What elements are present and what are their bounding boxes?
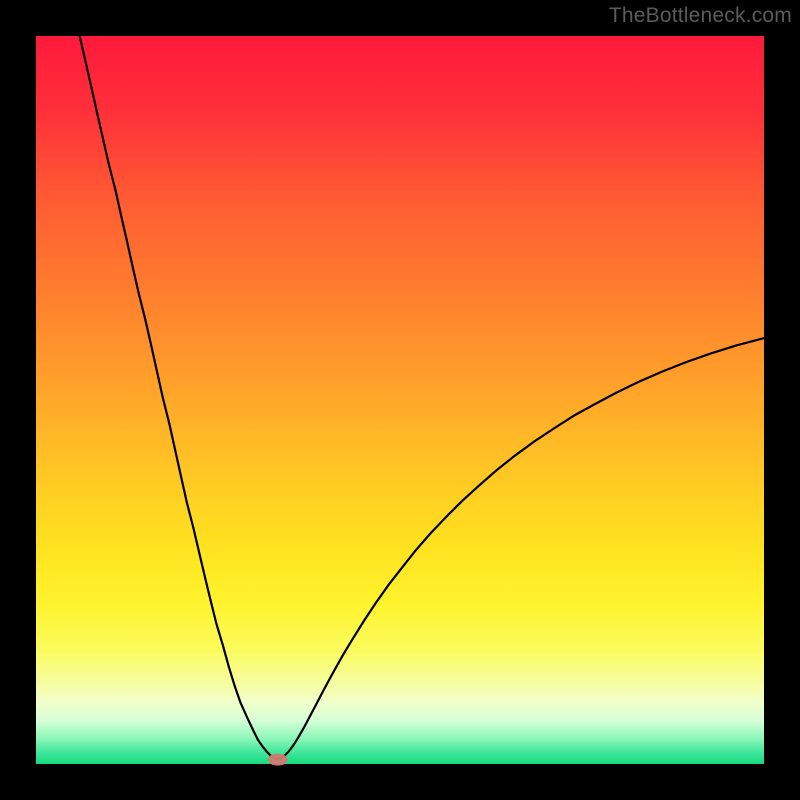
optimum-marker <box>268 754 288 766</box>
bottleneck-curve-plot <box>0 0 800 800</box>
figure-container: TheBottleneck.com <box>0 0 800 800</box>
plot-background-gradient <box>36 36 764 764</box>
